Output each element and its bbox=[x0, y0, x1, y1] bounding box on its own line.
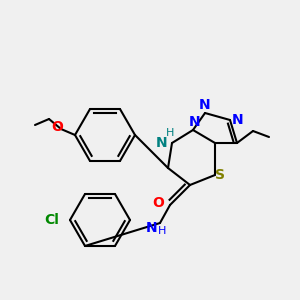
Text: N: N bbox=[189, 115, 201, 129]
Text: N: N bbox=[232, 113, 244, 127]
Text: N: N bbox=[199, 98, 211, 112]
Text: O: O bbox=[51, 120, 63, 134]
Text: N: N bbox=[156, 136, 168, 150]
Text: S: S bbox=[215, 168, 225, 182]
Text: Cl: Cl bbox=[45, 213, 59, 227]
Text: H: H bbox=[166, 128, 174, 138]
Text: N: N bbox=[146, 221, 158, 235]
Text: O: O bbox=[152, 196, 164, 210]
Text: H: H bbox=[158, 226, 166, 236]
